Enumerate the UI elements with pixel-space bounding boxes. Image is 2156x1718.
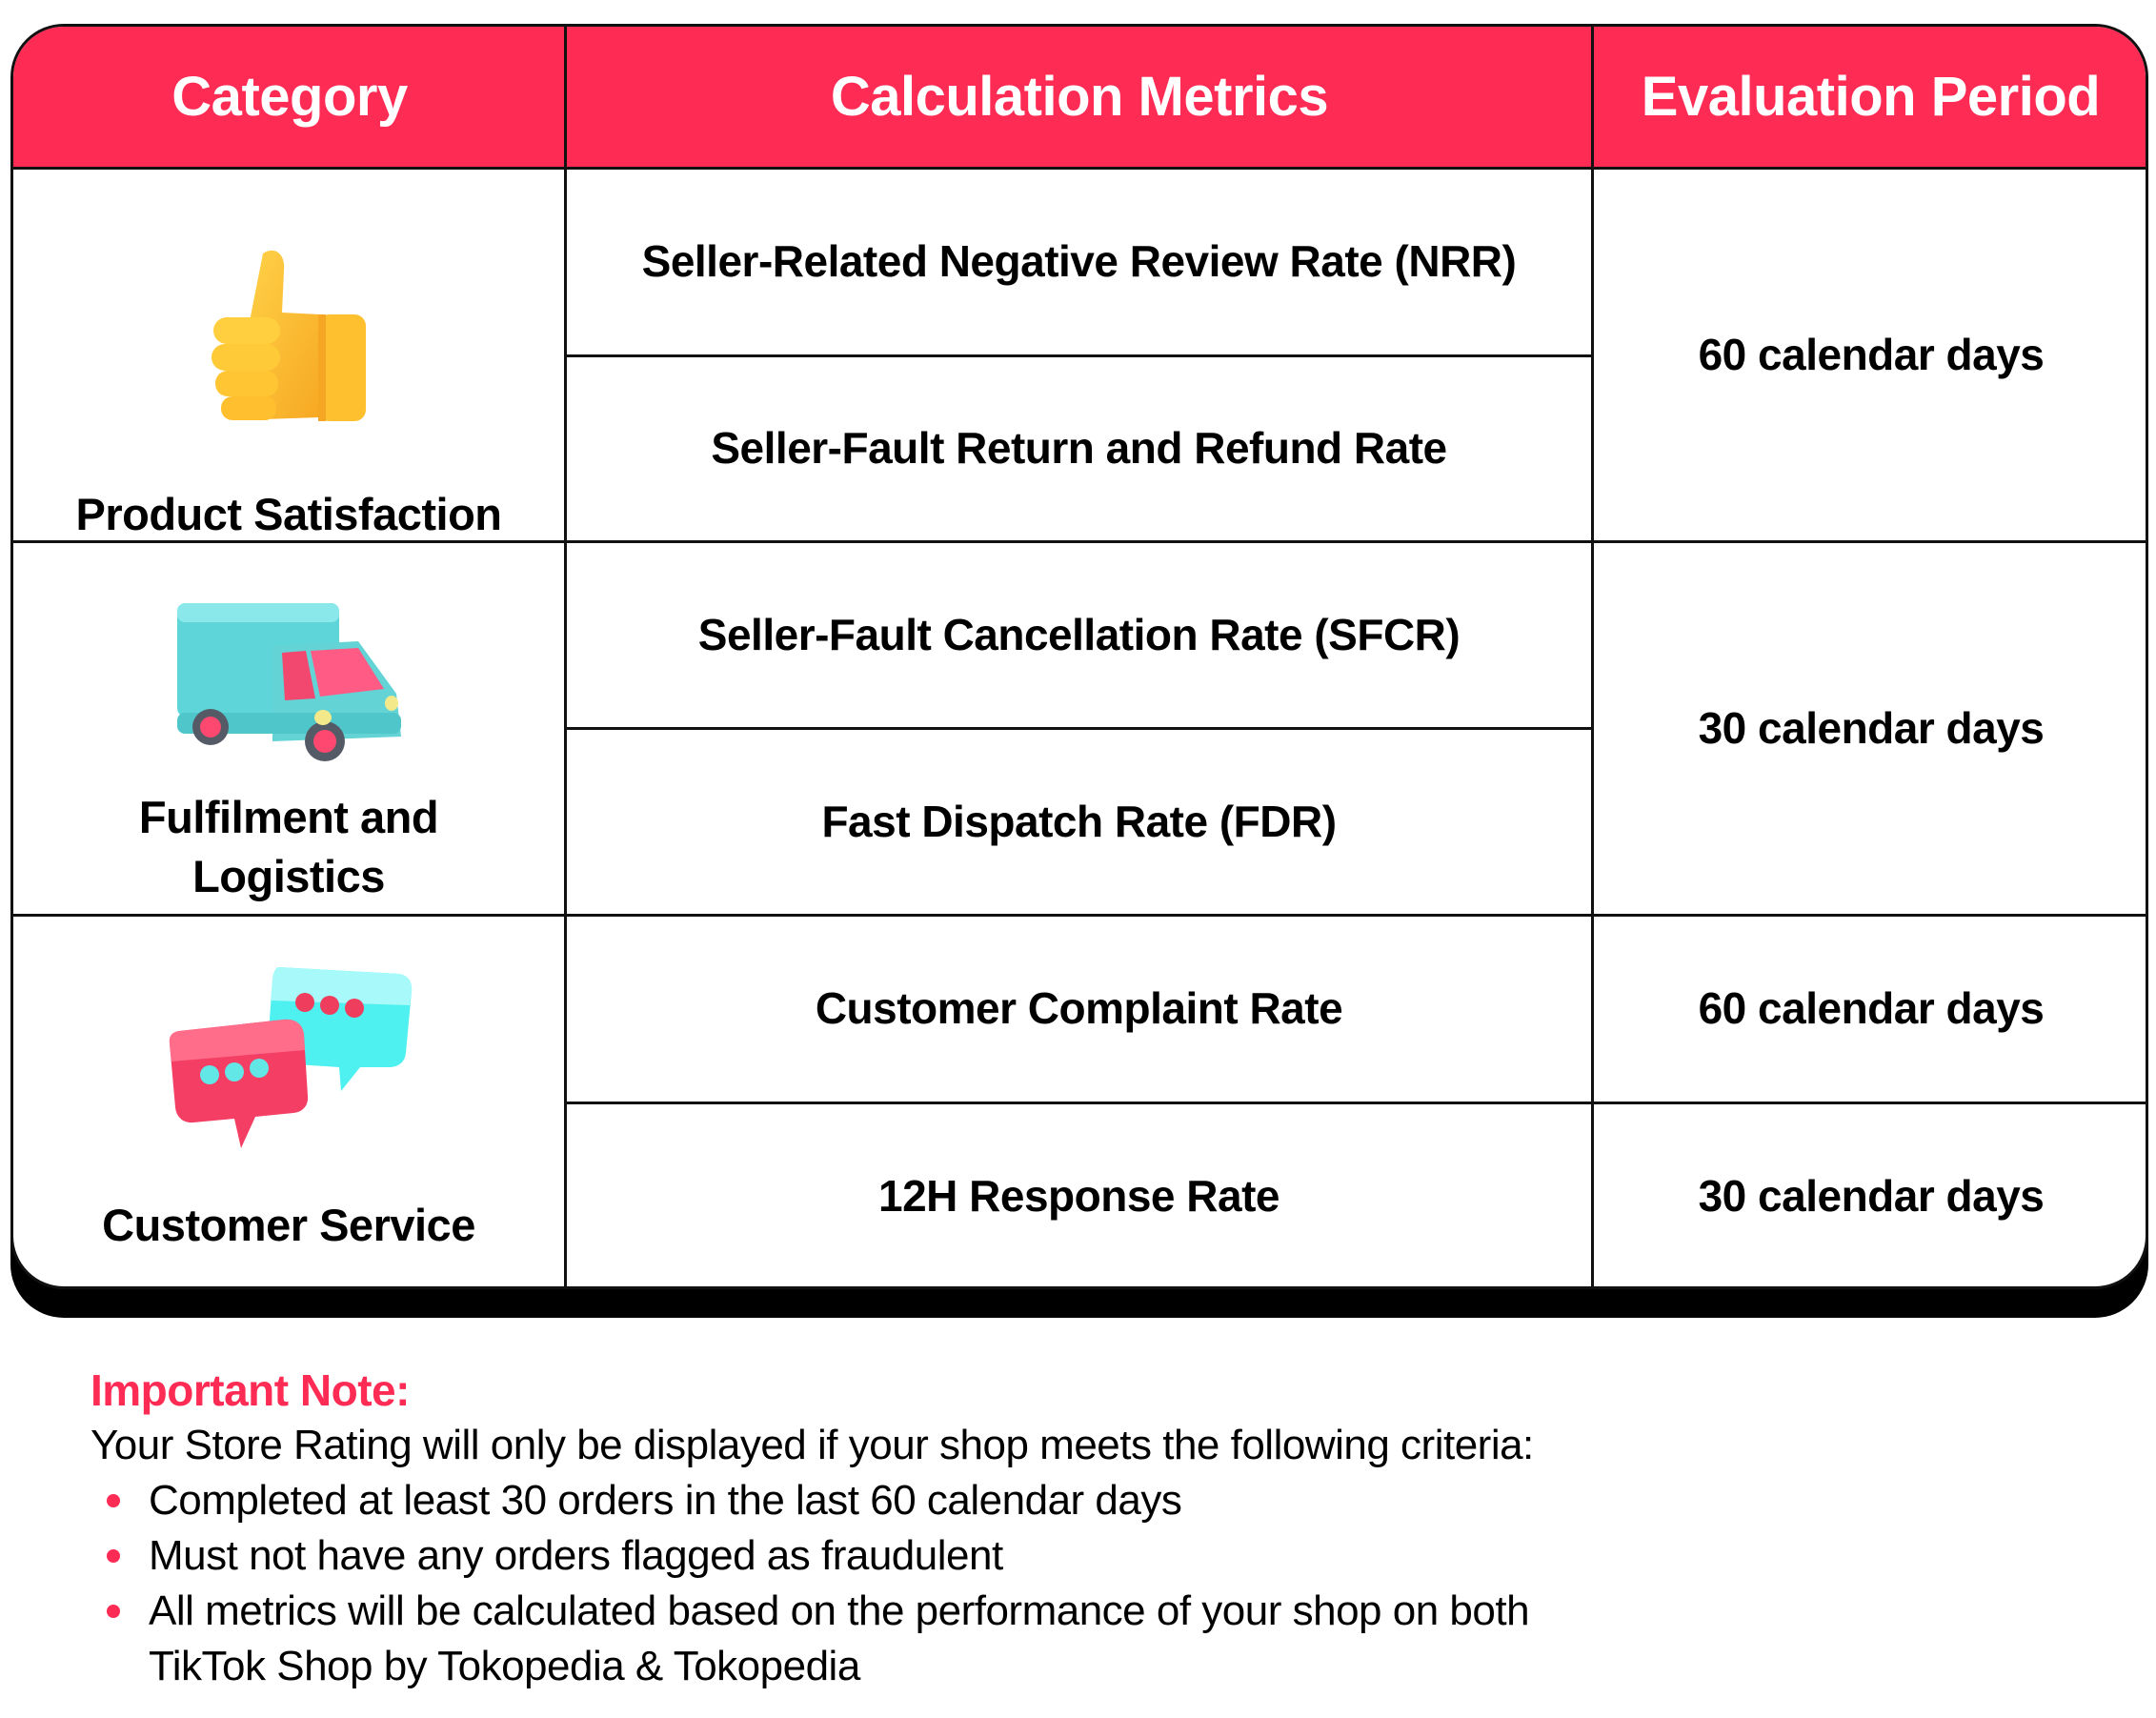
criteria-text: Must not have any orders flagged as frau… <box>149 1532 1003 1579</box>
chat-bubbles-icon <box>155 962 422 1153</box>
column-divider <box>1591 27 1594 1286</box>
evaluation-period-cell: 30 calendar days <box>1698 702 2045 753</box>
subrow-divider <box>564 727 1593 730</box>
evaluation-period-cell: 60 calendar days <box>1698 329 2045 379</box>
store-rating-metrics-table: Category Calculation Metrics Evaluation … <box>10 24 2148 1289</box>
thumbs-up-icon <box>193 246 384 441</box>
category-label-line: Logistics <box>192 851 385 901</box>
category-label: Product Satisfaction <box>75 489 502 539</box>
important-note-section: Important Note: Your Store Rating will o… <box>91 1363 2091 1694</box>
category-cell-customer-service: Customer Service <box>13 917 564 1286</box>
row-divider <box>13 914 2146 917</box>
criteria-item: Must not have any orders flagged as frau… <box>91 1528 2091 1584</box>
header-category: Category <box>171 66 408 128</box>
bullet-icon <box>107 1494 120 1507</box>
criteria-text: All metrics will be calculated based on … <box>149 1587 1530 1634</box>
subrow-divider <box>564 1102 2146 1104</box>
bullet-icon <box>107 1549 120 1563</box>
bullet-icon <box>107 1605 120 1618</box>
category-label: Fulfilment and Logistics <box>138 788 439 906</box>
criteria-text: Completed at least 30 orders in the last… <box>149 1477 1182 1524</box>
criteria-text-continued: TikTok Shop by Tokopedia & Tokopedia <box>149 1643 860 1689</box>
evaluation-period-cell: 30 calendar days <box>1698 1171 2045 1222</box>
category-cell-product-satisfaction: Product Satisfaction <box>13 170 564 540</box>
category-label-line: Fulfilment and <box>138 792 439 842</box>
delivery-truck-icon <box>170 591 408 767</box>
category-label: Customer Service <box>102 1200 475 1250</box>
table-header: Category Calculation Metrics Evaluation … <box>13 27 2146 170</box>
column-divider <box>564 27 567 1286</box>
metric-return-refund-rate: Seller-Fault Return and Refund Rate <box>711 423 1447 474</box>
note-title: Important Note: <box>91 1365 410 1415</box>
metric-customer-complaint-rate: Customer Complaint Rate <box>815 983 1343 1034</box>
category-cell-fulfilment-logistics: Fulfilment and Logistics <box>13 543 564 914</box>
subrow-divider <box>564 354 1593 357</box>
metric-12h-response-rate: 12H Response Rate <box>878 1171 1280 1222</box>
row-divider <box>13 540 2146 543</box>
metric-nrr: Seller-Related Negative Review Rate (NRR… <box>641 236 1517 287</box>
criteria-item: Completed at least 30 orders in the last… <box>91 1473 2091 1528</box>
note-intro: Your Store Rating will only be displayed… <box>91 1422 1534 1468</box>
criteria-list: Completed at least 30 orders in the last… <box>91 1473 2091 1694</box>
metric-sfcr: Seller-Fault Cancellation Rate (SFCR) <box>697 609 1461 659</box>
criteria-item: All metrics will be calculated based on … <box>91 1584 2091 1694</box>
evaluation-period-cell: 60 calendar days <box>1698 983 2045 1034</box>
header-calculation-metrics: Calculation Metrics <box>830 66 1329 128</box>
header-evaluation-period: Evaluation Period <box>1641 66 2101 128</box>
metric-fdr: Fast Dispatch Rate (FDR) <box>821 796 1337 846</box>
